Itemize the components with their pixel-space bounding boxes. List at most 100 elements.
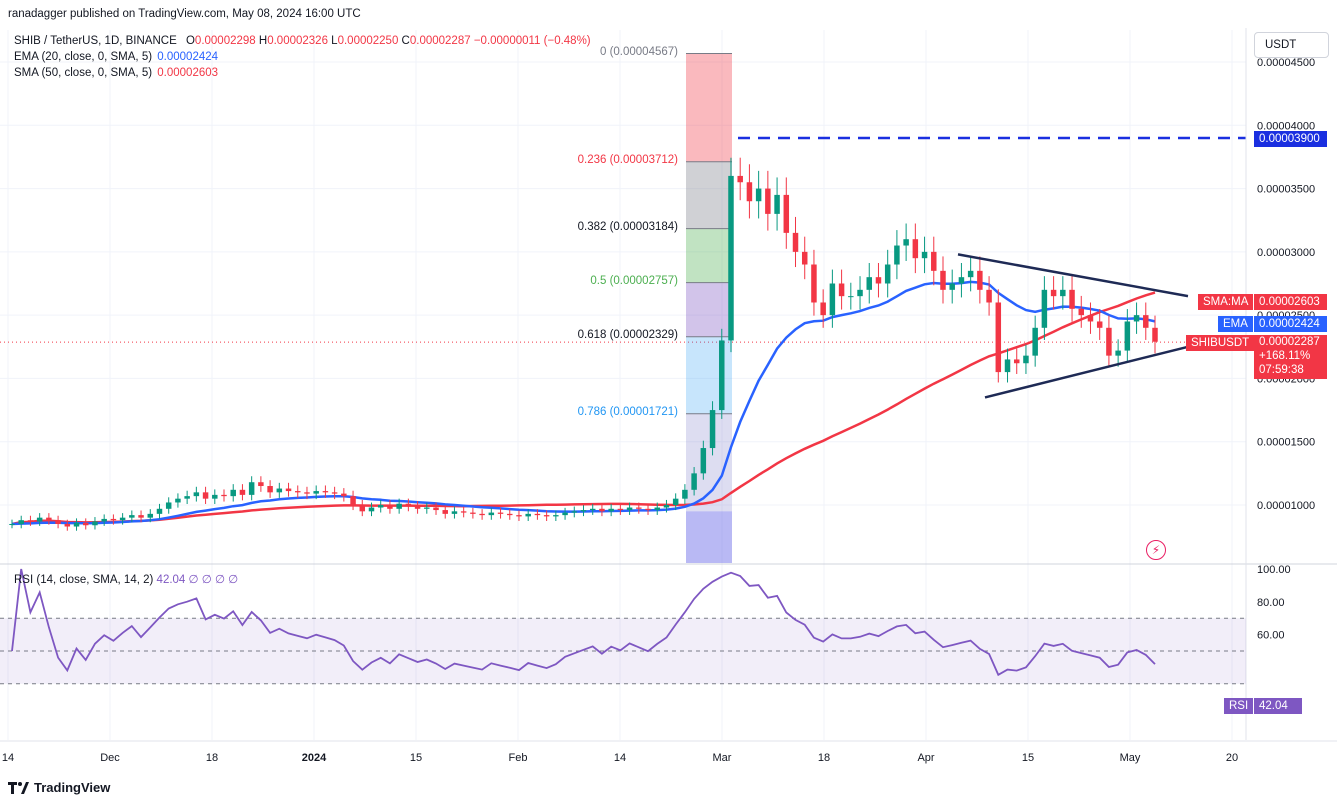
rsi-extras: ∅ ∅ ∅ ∅	[188, 574, 239, 586]
candle-body	[543, 515, 550, 517]
candle-body	[55, 520, 61, 524]
candle-body	[101, 518, 107, 522]
candle-body	[424, 507, 430, 509]
rsi-legend: RSI (14, close, SMA, 14, 2) 42.04 ∅ ∅ ∅ …	[14, 572, 238, 586]
candle-body	[940, 270, 946, 290]
candle-body	[774, 194, 780, 214]
candle-body	[801, 251, 808, 265]
candle-body	[894, 245, 900, 265]
bar-countdown: 07:59:38	[1259, 364, 1304, 376]
candle-body	[931, 251, 937, 271]
tradingview-logo-icon	[8, 781, 29, 794]
price-tick-label: 0.00003500	[1257, 184, 1315, 196]
price-tick-label: 0.00003000	[1257, 247, 1315, 259]
ema-price-badge: 0.00002424	[1254, 316, 1327, 332]
fib-zone	[686, 336, 732, 414]
candle-body	[1060, 289, 1066, 297]
candle-body	[857, 289, 863, 297]
candle-body	[387, 505, 393, 509]
rsi-line	[11, 568, 1156, 677]
candle-body	[18, 520, 24, 524]
rsi-tag: RSI	[1224, 698, 1254, 714]
resistance-badge: 0.00003900	[1254, 131, 1327, 147]
symbol-name: SHIB / TetherUS, 1D, BINANCE	[14, 35, 177, 47]
candle-body	[1087, 315, 1094, 322]
alert-lightning-icon[interactable]: ⚡	[1146, 540, 1166, 560]
candle-body	[977, 270, 983, 290]
fib-zone	[686, 228, 732, 283]
symbol-legend: SHIB / TetherUS, 1D, BINANCE O0.00002298…	[14, 35, 591, 47]
open-label: O	[185, 35, 195, 47]
sma-tag: SMA:MA	[1198, 294, 1254, 310]
sma-legend: SMA (50, close, 0, SMA, 5) 0.00002603	[14, 67, 218, 79]
candle-body	[534, 513, 541, 516]
candle-body	[1050, 289, 1057, 297]
candle-body	[377, 505, 384, 508]
time-tick-label: 14	[2, 752, 14, 764]
candle-body	[129, 515, 135, 518]
drawings	[738, 136, 1246, 399]
candle-body	[645, 508, 651, 511]
candle-body	[1124, 321, 1131, 351]
time-tick-label: 18	[206, 752, 218, 764]
candle-body	[580, 510, 587, 512]
fib-label: 0.382 (0.00003184)	[577, 220, 678, 233]
rsi-tick-label: 100.00	[1257, 564, 1291, 576]
last-price-badge: 0.00002287 +168.11% 07:59:38	[1254, 335, 1327, 379]
fib-zone	[686, 53, 732, 162]
candle-body	[672, 498, 679, 505]
candle-body	[175, 498, 181, 503]
publisher-line: ranadagger published on TradingView.com,…	[8, 8, 361, 20]
rsi-tick-label: 80.00	[1257, 597, 1285, 609]
candle-body	[92, 521, 98, 526]
time-axis: 14 Dec 18 2024 15 Feb 14 Mar 18 Apr 15 May 20	[0, 740, 1337, 764]
ema-20-line	[11, 280, 1156, 526]
candle-body	[1069, 289, 1075, 309]
candle-body	[110, 518, 117, 521]
candle-body	[746, 182, 753, 202]
candle-body	[276, 488, 283, 493]
time-tick-label: 2024	[302, 752, 327, 764]
candle-body	[1032, 327, 1038, 356]
high-label: H	[258, 35, 268, 47]
price-tick-label: 0.00001500	[1257, 437, 1315, 449]
candle-body	[497, 512, 504, 514]
rsi-value-badge: 42.04	[1254, 698, 1302, 714]
candle-body	[617, 508, 624, 511]
candle-body	[967, 270, 974, 278]
candle-body	[1133, 315, 1140, 322]
candle-body	[636, 507, 642, 509]
candle-body	[350, 496, 356, 505]
time-tick-label: Dec	[100, 752, 120, 764]
candle-body	[562, 512, 568, 516]
rsi-pane: 100.00 80.00 60.00	[0, 564, 1291, 685]
candle-body	[1004, 359, 1011, 373]
candle-body	[958, 277, 965, 284]
candle-body	[921, 251, 928, 259]
candle-body	[1143, 315, 1149, 328]
change-percent: +168.11%	[1259, 350, 1311, 362]
currency-label: USDT	[1265, 39, 1297, 51]
candle-body	[451, 511, 458, 514]
time-tick-label: Apr	[917, 752, 934, 764]
candle-body	[331, 492, 338, 494]
upper-trendline	[957, 253, 1189, 298]
time-tick-label: 15	[410, 752, 422, 764]
candle-body	[239, 489, 246, 495]
candle-body	[792, 232, 799, 252]
time-tick-label: 15	[1022, 752, 1034, 764]
candle-body	[553, 515, 559, 517]
brand-name: TradingView	[34, 780, 111, 795]
change-value: −0.00000011 (−0.48%)	[473, 35, 591, 47]
candle-body	[1152, 327, 1158, 342]
price-tick-label: 0.00004000	[1257, 120, 1315, 132]
candle-body	[663, 505, 670, 508]
candle-body	[285, 488, 292, 492]
candle-body	[193, 492, 200, 497]
candle-body	[82, 522, 89, 526]
candle-body	[184, 496, 190, 499]
currency-button[interactable]: USDT	[1254, 32, 1329, 58]
candle-body	[1013, 359, 1020, 364]
low-label: L	[331, 35, 338, 47]
